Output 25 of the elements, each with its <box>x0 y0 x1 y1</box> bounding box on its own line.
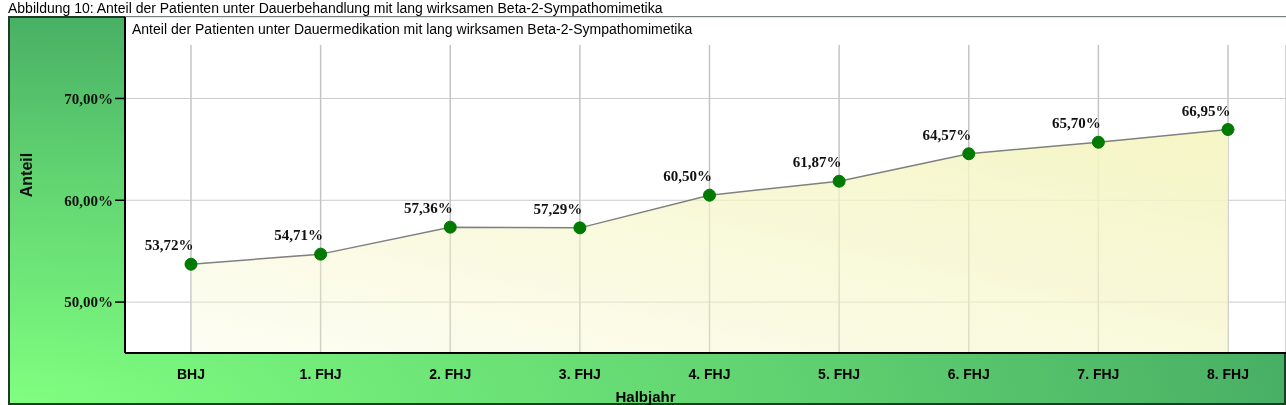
data-label: 60,50% <box>663 168 712 185</box>
y-tick-label: 60,00% <box>64 192 113 209</box>
data-label: 53,72% <box>144 237 194 254</box>
x-tick-label: 8. FHJ <box>1206 365 1250 382</box>
x-axis-title: Halbjahr <box>615 388 676 405</box>
x-tick-label: 2. FHJ <box>429 365 472 382</box>
x-tick-label: 1. FHJ <box>299 365 342 382</box>
data-label: 61,87% <box>792 154 842 171</box>
x-tick-label: BHJ <box>176 365 206 382</box>
data-label: 54,71% <box>274 227 323 244</box>
data-label: 64,57% <box>922 126 972 143</box>
text: Abbildung 10: Anteil der Patienten unter Dauerbehandlung mit lang wirksamen Beta-2-Sympathomimetika <box>8 0 664 16</box>
y-axis-title: Anteil <box>17 152 35 198</box>
x-tick-label: 4. FHJ <box>688 365 731 382</box>
data-label: 65,70% <box>1052 115 1101 132</box>
y-tick-label: 70,00% <box>64 90 113 107</box>
x-tick-label: 6. FHJ <box>947 365 990 382</box>
x-tick-label: 3. FHJ <box>558 365 601 382</box>
data-label: 57,29% <box>533 200 583 217</box>
y-tick-label: 50,00% <box>64 294 113 311</box>
chart-title: Anteil der Patienten unter Dauermedikation mit lang wirksamen Beta-2-Sympathomimetika <box>132 20 693 38</box>
data-label: 57,36% <box>403 200 453 217</box>
x-tick-label: 5. FHJ <box>818 365 861 382</box>
data-label: 66,95% <box>1181 102 1231 119</box>
x-tick-label: 7. FHJ <box>1077 365 1120 382</box>
